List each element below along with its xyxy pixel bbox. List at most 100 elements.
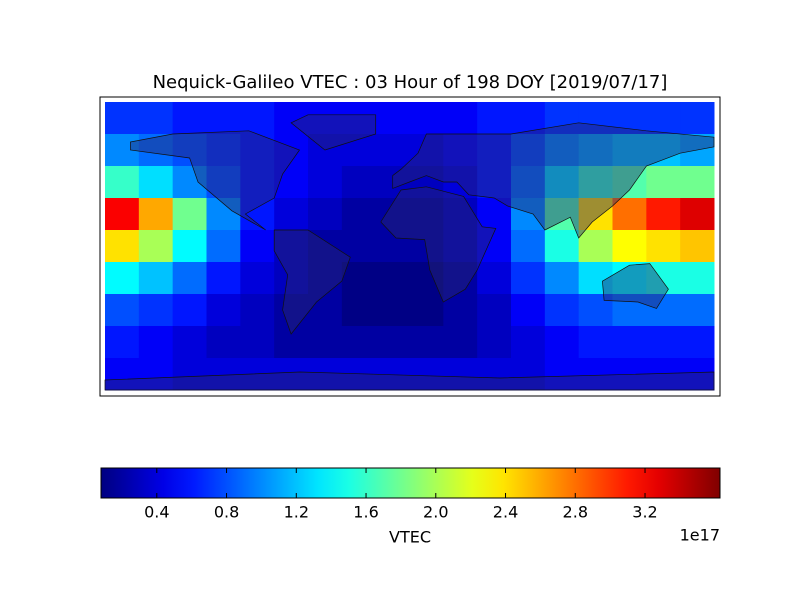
cell bbox=[544, 358, 580, 391]
cell bbox=[240, 294, 275, 327]
cell bbox=[240, 262, 275, 295]
cell bbox=[105, 198, 140, 231]
cell bbox=[341, 294, 377, 327]
cell bbox=[308, 102, 343, 135]
cell bbox=[206, 230, 241, 263]
cell bbox=[375, 294, 410, 327]
cell bbox=[274, 358, 309, 391]
antarctica bbox=[104, 371, 715, 391]
cell bbox=[511, 262, 546, 295]
heatmap bbox=[105, 102, 715, 391]
cell bbox=[105, 358, 140, 391]
cell bbox=[680, 262, 715, 295]
cell bbox=[172, 198, 207, 231]
cell bbox=[341, 262, 377, 295]
cell bbox=[105, 230, 140, 263]
cell bbox=[680, 102, 715, 135]
colorbar-tick-label: 2.0 bbox=[423, 503, 448, 522]
cell bbox=[105, 166, 140, 199]
cell bbox=[409, 134, 444, 167]
cell bbox=[511, 134, 546, 167]
cell bbox=[612, 134, 647, 167]
cell bbox=[341, 198, 377, 231]
cell bbox=[612, 166, 647, 199]
cell bbox=[511, 198, 546, 231]
colorbar-tick-label: 1.2 bbox=[284, 503, 309, 522]
cell bbox=[308, 166, 343, 199]
colorbar-tick-label: 1.6 bbox=[353, 503, 378, 522]
cell bbox=[206, 102, 241, 135]
cell bbox=[341, 230, 377, 263]
cell bbox=[511, 294, 546, 327]
colorbar-tick-label: 3.2 bbox=[632, 503, 657, 522]
cell bbox=[206, 326, 241, 359]
cell bbox=[138, 262, 174, 295]
cell bbox=[578, 198, 613, 231]
cell bbox=[511, 358, 546, 391]
cell bbox=[172, 294, 207, 327]
cell bbox=[646, 102, 681, 135]
cell bbox=[646, 326, 681, 359]
cell bbox=[308, 294, 343, 327]
greenland bbox=[290, 114, 377, 151]
cell bbox=[172, 166, 207, 199]
cell bbox=[172, 262, 207, 295]
cell bbox=[680, 358, 715, 391]
south-america bbox=[273, 229, 351, 335]
cell bbox=[680, 326, 715, 359]
cell bbox=[409, 358, 444, 391]
cell bbox=[544, 134, 580, 167]
cell bbox=[646, 198, 681, 231]
colorbar-tick-label: 0.8 bbox=[214, 503, 239, 522]
cell bbox=[612, 294, 647, 327]
cell bbox=[240, 134, 275, 167]
cell bbox=[274, 198, 309, 231]
cell bbox=[206, 166, 241, 199]
cell bbox=[477, 198, 512, 231]
cell bbox=[646, 294, 681, 327]
colorbar-label: VTEC bbox=[389, 528, 431, 547]
cell bbox=[409, 326, 444, 359]
cell bbox=[443, 230, 478, 263]
cell bbox=[646, 262, 681, 295]
colorbar-offset: 1e17 bbox=[680, 526, 720, 545]
cell bbox=[172, 102, 207, 135]
cell bbox=[646, 230, 681, 263]
cell bbox=[544, 326, 580, 359]
cell bbox=[511, 326, 546, 359]
north-america bbox=[130, 130, 301, 231]
colorbar-ticks: 0.4 0.8 1.2 1.6 2.0 2.4 2.8 3.2 bbox=[144, 468, 658, 522]
cell bbox=[443, 358, 478, 391]
cell bbox=[612, 326, 647, 359]
colorbar-tick-label: 2.4 bbox=[493, 503, 518, 522]
cell bbox=[274, 102, 309, 135]
cell bbox=[477, 358, 512, 391]
cell bbox=[138, 166, 174, 199]
cell bbox=[646, 358, 681, 391]
colorbar-tick-label: 0.4 bbox=[144, 503, 169, 522]
cell bbox=[409, 294, 444, 327]
cell bbox=[544, 262, 580, 295]
cell bbox=[612, 262, 647, 295]
cell bbox=[544, 166, 580, 199]
cell bbox=[477, 102, 512, 135]
cell bbox=[375, 262, 410, 295]
cell bbox=[308, 358, 343, 391]
cell bbox=[443, 294, 478, 327]
cell bbox=[578, 294, 613, 327]
cell bbox=[138, 326, 174, 359]
cell bbox=[409, 198, 444, 231]
cell bbox=[443, 102, 478, 135]
cell bbox=[477, 294, 512, 327]
cell bbox=[646, 166, 681, 199]
cell bbox=[138, 102, 174, 135]
cell bbox=[308, 198, 343, 231]
cell bbox=[578, 326, 613, 359]
cell bbox=[375, 230, 410, 263]
cell bbox=[578, 230, 613, 263]
cell bbox=[105, 326, 140, 359]
africa bbox=[380, 186, 497, 303]
cell bbox=[409, 102, 444, 135]
australia bbox=[602, 263, 669, 309]
